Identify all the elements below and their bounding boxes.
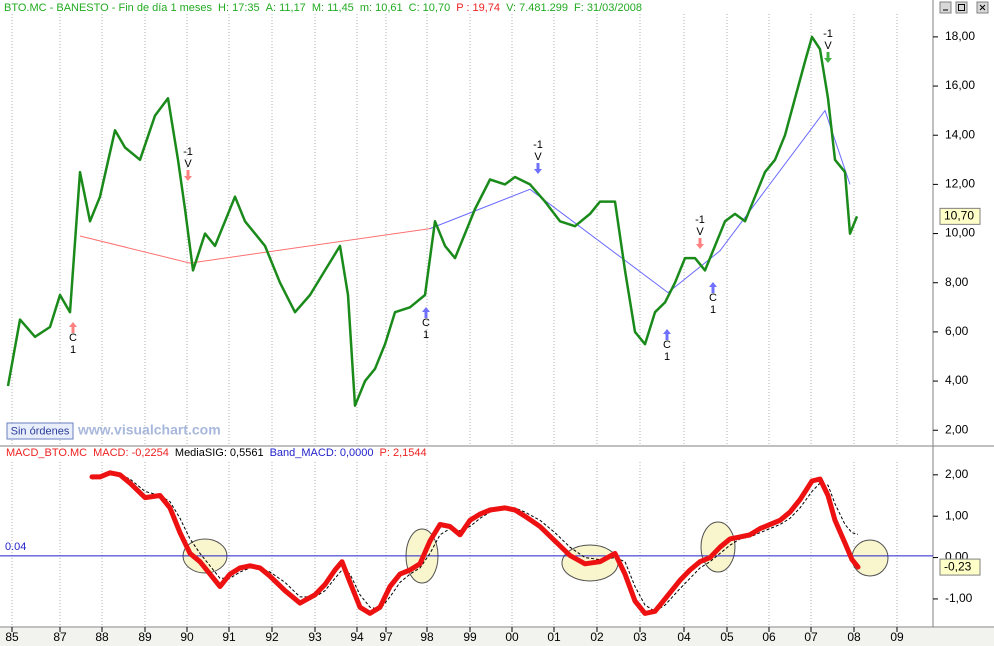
signal-label: V (534, 151, 542, 163)
x-tick-label: 97 (379, 630, 393, 644)
y-tick-label: 2,00 (945, 467, 969, 481)
price-line (6, 35, 859, 407)
trend-line (79, 228, 431, 264)
x-tick-label: 94 (350, 630, 364, 644)
header-item: H: 17:35 (218, 2, 260, 14)
header-item: MACD: -0,2254 (93, 447, 169, 459)
x-tick-label: 89 (138, 630, 152, 644)
signal-arrow (422, 307, 430, 318)
y-tick-label: 16,00 (945, 78, 975, 92)
signal-label: C (69, 332, 77, 344)
x-tick-label: 02 (590, 630, 604, 644)
signal-label: 1 (710, 304, 716, 316)
orders-button[interactable] (6, 422, 74, 440)
x-tick-label: 90 (180, 630, 194, 644)
header-item: C: 10,70 (409, 2, 451, 14)
signal-label: -1 (695, 214, 705, 226)
signal-label: V (184, 158, 192, 170)
y-tick-label: 6,00 (945, 324, 969, 338)
header-item: MediaSIG: 0,5561 (175, 447, 264, 459)
x-tick-label: 87 (53, 630, 67, 644)
signal-arrow (696, 238, 704, 249)
signal-label: V (696, 226, 704, 238)
pane-header: MACD_BTO.MC MACD: -0,2254 MediaSIG: 0,5561… (6, 447, 427, 459)
header-item: P : 19,74 (456, 2, 500, 14)
maximize-button[interactable] (955, 1, 968, 14)
signal-label: C (663, 339, 671, 351)
header-item: BTO.MC - BANESTO - Fin de día 1 meses (4, 2, 213, 14)
signal-label: -1 (533, 139, 543, 151)
x-tick-label: 09 (890, 630, 904, 644)
y-tick-label: -1,00 (945, 591, 973, 605)
signal-label: 1 (423, 329, 429, 341)
x-tick-label: 07 (804, 630, 818, 644)
x-tick-label: 93 (308, 630, 322, 644)
signal-arrow (534, 163, 542, 174)
header-item: MACD_BTO.MC (6, 447, 87, 459)
x-tick-label: 85 (5, 630, 19, 644)
y-tick-label: 10,00 (945, 226, 975, 240)
signal-label: -1 (183, 146, 193, 158)
orders-button-label: Sin órdenes (11, 425, 70, 437)
x-tick-label: 88 (95, 630, 109, 644)
signal-label: C (709, 292, 717, 304)
y-tick-label: 2,00 (945, 422, 969, 436)
close-glyph (979, 4, 986, 11)
window-buttons (939, 1, 989, 14)
header-item: V: 7.481.299 (506, 2, 568, 14)
x-tick-label: 91 (222, 630, 236, 644)
signal-arrow (69, 322, 77, 333)
pane-header: BTO.MC - BANESTO - Fin de día 1 meses H: … (4, 2, 642, 14)
trend-line (429, 109, 851, 294)
x-tick-label: 06 (762, 630, 776, 644)
last-value-label: -0,23 (944, 559, 972, 573)
y-tick-label: 4,00 (945, 373, 969, 387)
macd-line (89, 470, 861, 616)
band-label: 0.04 (5, 541, 26, 553)
last-value-box (939, 558, 981, 576)
y-tick-label: 1,00 (945, 508, 969, 522)
signal-label: 1 (70, 344, 76, 356)
maximize-glyph (958, 4, 965, 11)
x-tick-label: 92 (265, 630, 279, 644)
x-tick-label: 04 (677, 630, 691, 644)
y-tick-label: 18,00 (945, 29, 975, 43)
y-tick-label: 12,00 (945, 177, 975, 191)
header-item: P: 2,1544 (380, 447, 427, 459)
signal-label: C (422, 317, 430, 329)
last-value-box (939, 207, 981, 225)
signal-label: -1 (823, 28, 833, 40)
header-item: Band_MACD: 0,0000 (270, 447, 374, 459)
last-value-label: 10,70 (944, 209, 974, 223)
x-tick-label: 01 (547, 630, 561, 644)
x-tick-label: 98 (420, 630, 434, 644)
signal-label: 1 (664, 351, 670, 363)
x-tick-label: 03 (633, 630, 647, 644)
time-axis-bg (0, 628, 994, 646)
header-item: M: 11,45 (312, 2, 354, 14)
x-tick-label: 05 (720, 630, 734, 644)
y-tick-label: 8,00 (945, 275, 969, 289)
signal-arrow (663, 329, 671, 340)
signal-arrow (709, 282, 717, 293)
header-item: A: 11,17 (266, 2, 306, 14)
signal-arrow (824, 52, 832, 63)
highlight-ellipse (851, 539, 889, 577)
header-item: F: 31/03/2008 (574, 2, 642, 14)
signal-arrow (184, 170, 192, 181)
minimize-button[interactable] (939, 1, 952, 14)
x-tick-label: 08 (847, 630, 861, 644)
header-item: m: 10,61 (360, 2, 403, 14)
y-tick-label: 14,00 (945, 127, 975, 141)
x-tick-label: 00 (505, 630, 519, 644)
signal-label: V (824, 40, 832, 52)
x-tick-label: 99 (463, 630, 477, 644)
watermark: www.visualchart.com (77, 422, 221, 438)
